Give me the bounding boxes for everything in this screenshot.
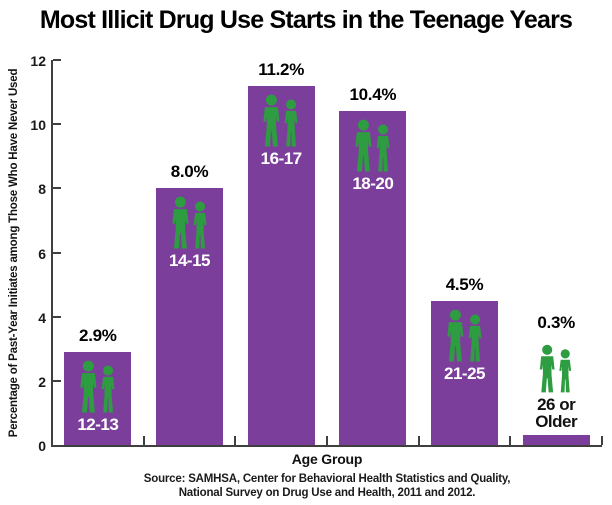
value-label: 8.0% [170,162,209,182]
value-label: 0.3% [537,313,575,333]
y-tick-label: 2 [38,373,46,390]
value-label: 2.9% [79,325,117,345]
x-axis-tick [601,436,603,445]
y-tick-label: 10 [30,117,46,134]
bar-category-label: 14-15 [169,251,210,271]
source-text: Source: SAMHSA, Center for Behavioral He… [27,472,612,500]
x-axis-tick [509,436,512,445]
bar-category-label: 21-25 [444,363,485,383]
outside-category-label: 26 or [537,395,576,415]
outside-category-label: Older [535,412,578,432]
y-tick-label: 4 [38,309,46,326]
bar-category-label: 18-20 [352,174,394,194]
value-label: 4.5% [445,274,484,294]
y-axis-tick [53,59,61,61]
bar-category-label: 16-17 [260,148,302,168]
bar-category-label: 12-13 [77,414,119,434]
people-icon [446,309,482,362]
source-line-1: Source: SAMHSA, Center for Behavioral He… [143,473,511,485]
people-icon [355,119,390,172]
bar-14-15: 14-15 [156,188,223,445]
y-tick-label: 0 [38,438,46,454]
bar-18-20: 18-20 [339,111,407,445]
people-icon [171,196,207,249]
people-icon [263,94,298,147]
chart-title: Most Illicit Drug Use Starts in the Teen… [39,6,573,34]
outside-label-stack: 26 or Older [506,343,606,432]
bar-16-17: 16-17 [247,85,315,445]
x-axis-tick [142,436,145,445]
y-axis-line [51,60,53,447]
bar-12-13: 12-13 [64,351,132,445]
y-axis-tick [53,123,61,126]
bar-21-25: 21-25 [431,300,498,445]
y-axis-tick [53,315,61,318]
x-axis-line [51,445,602,447]
value-label: 11.2% [258,59,305,79]
people-icon [80,360,115,413]
y-axis-tick [53,251,61,254]
x-axis-tick [417,436,420,445]
bar-26-or-older [522,435,590,445]
x-axis-tick [234,436,237,445]
x-axis-tick [326,436,328,445]
x-axis-title: Age Group [291,451,363,467]
y-axis-tick [53,187,61,190]
people-icon [539,345,572,393]
y-tick-label: 12 [30,53,46,69]
y-axis-tick [53,379,61,382]
source-line-2: National Survey on Drug Use and Health, … [178,487,476,499]
y-tick-label: 6 [38,245,46,262]
value-label: 10.4% [349,85,397,105]
y-tick-label: 8 [38,181,46,198]
